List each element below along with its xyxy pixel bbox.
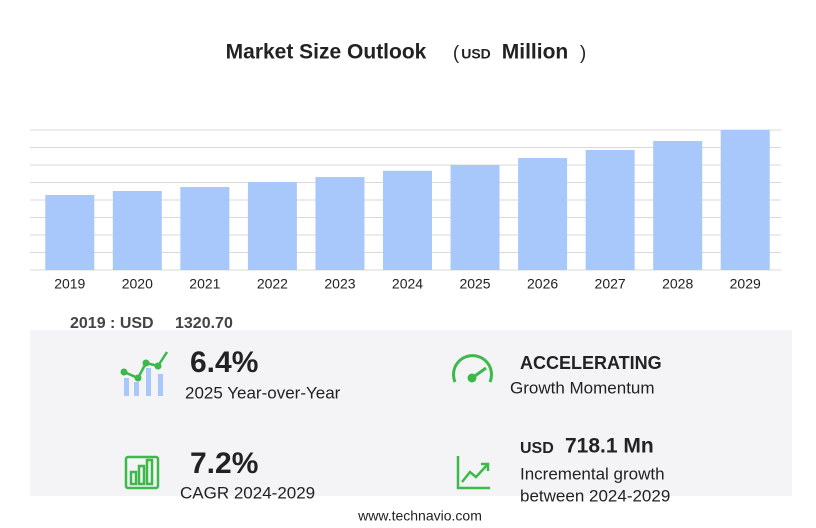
kpi-caption: CAGR 2024-2029 (180, 483, 315, 502)
x-tick-label: 2024 (392, 276, 423, 292)
growth-icon (120, 351, 169, 396)
bar (383, 170, 432, 270)
kpi-value: ACCELERATING (520, 353, 662, 373)
x-tick-label: 2019 (54, 276, 85, 292)
x-tick-label: 2025 (459, 276, 490, 292)
bar (180, 187, 230, 270)
title-unit: Million (502, 41, 569, 64)
title-currency: USD (461, 46, 491, 62)
kpi-caption: Incremental growth (520, 464, 665, 483)
x-tick-label: 2028 (662, 276, 693, 292)
x-tick-label: 2020 (122, 276, 153, 292)
gauge-icon (452, 354, 493, 383)
kpi-currency: USD (520, 440, 554, 457)
kpi-value: 6.4% (190, 346, 258, 379)
trend-icon (456, 456, 490, 490)
kpi-caption: 2025 Year-over-Year (185, 383, 341, 402)
x-tick-label: 2027 (595, 276, 626, 292)
bar (585, 149, 635, 270)
base-value: 1320.70 (175, 315, 233, 332)
bars-icon (124, 455, 160, 490)
x-tick-label: 2029 (730, 276, 761, 292)
x-tick-label: 2021 (189, 276, 220, 292)
kpi-value: 7.2% (190, 447, 258, 480)
x-tick-label: 2022 (257, 276, 288, 292)
bar (653, 141, 703, 270)
kpi-caption: between 2024-2029 (520, 486, 670, 505)
bar (518, 158, 568, 270)
bar (247, 182, 297, 270)
bar (112, 190, 162, 270)
bar (720, 130, 770, 270)
bar (450, 165, 500, 270)
kpi-value: 718.1 Mn (565, 435, 654, 458)
x-tick-label: 2023 (324, 276, 355, 292)
title-paren: ) (580, 43, 586, 64)
bar (315, 177, 365, 270)
title-paren: ( (453, 43, 460, 64)
x-tick-label: 2026 (527, 276, 558, 292)
footer: www.technavio.com (357, 508, 482, 524)
kpi-caption: Growth Momentum (510, 378, 655, 397)
bar (45, 194, 95, 270)
base-label: 2019 : USD (70, 315, 154, 332)
chart-title: Market Size Outlook (226, 41, 427, 64)
